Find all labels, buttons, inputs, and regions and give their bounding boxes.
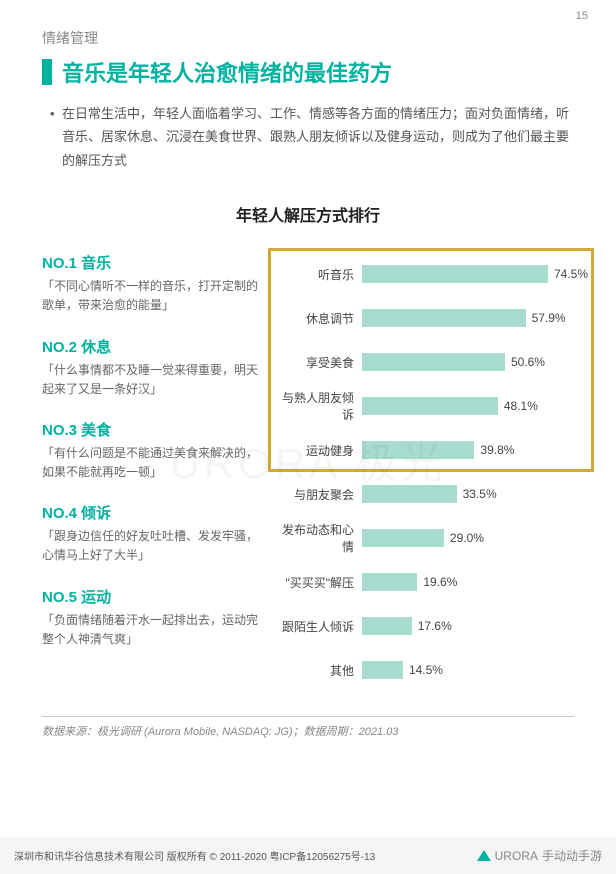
rank-title: NO.3 美食 (42, 419, 262, 440)
bar-fill (362, 353, 505, 371)
page-title: 音乐是年轻人治愈情绪的最佳药方 (62, 56, 392, 88)
bar-track: 33.5% (362, 485, 588, 503)
footer-copyright: 深圳市和讯华谷信息技术有限公司 版权所有 © 2011-2020 粤ICP备12… (14, 848, 375, 863)
header: 情绪管理 音乐是年轻人治愈情绪的最佳药方 在日常生活中，年轻人面临着学习、工作、… (0, 0, 616, 172)
bar-label: 发布动态和心情 (272, 521, 362, 555)
bar-track: 48.1% (362, 397, 588, 415)
bar-fill (362, 397, 498, 415)
bar-label: 听音乐 (272, 266, 362, 283)
bar-row: 运动健身 39.8% (272, 428, 588, 472)
bar-row: 与熟人朋友倾诉 48.1% (272, 384, 588, 428)
bar-value: 17.6% (418, 619, 452, 633)
bar-track: 50.6% (362, 353, 588, 371)
bar-fill (362, 573, 417, 591)
rank-title: NO.1 音乐 (42, 252, 262, 273)
bar-row: 享受美食 50.6% (272, 340, 588, 384)
bar-fill (362, 485, 457, 503)
bar-track: 17.6% (362, 617, 588, 635)
rank-item: NO.5 运动「负面情绪随着汗水一起排出去，运动完整个人神清气爽」 (42, 586, 262, 649)
bar-track: 19.6% (362, 573, 588, 591)
bar-row: 其他 14.5% (272, 648, 588, 692)
bar-label: 跟陌生人倾诉 (272, 618, 362, 635)
rank-description: 「什么事情都不及睡一觉来得重要，明天起来了又是一条好汉」 (42, 361, 262, 399)
category-label: 情绪管理 (42, 28, 574, 48)
bar-chart: 听音乐 74.5% 休息调节 57.9% 享受美食 50.6% 与熟人朋友倾诉 48.1% 运动… (272, 252, 588, 692)
bar-fill (362, 309, 526, 327)
rank-item: NO.2 休息「什么事情都不及睡一觉来得重要，明天起来了又是一条好汉」 (42, 336, 262, 399)
bar-row: 听音乐 74.5% (272, 252, 588, 296)
rank-description: 「跟身边信任的好友吐吐槽、发发牢骚，心情马上好了大半」 (42, 527, 262, 565)
rank-title: NO.4 倾诉 (42, 502, 262, 523)
bar-track: 39.8% (362, 441, 588, 459)
bar-label: 与朋友聚会 (272, 486, 362, 503)
bar-row: 跟陌生人倾诉 17.6% (272, 604, 588, 648)
footer: 深圳市和讯华谷信息技术有限公司 版权所有 © 2011-2020 粤ICP备12… (0, 837, 616, 874)
bar-row: 与朋友聚会 33.5% (272, 472, 588, 516)
bar-value: 74.5% (554, 267, 588, 281)
bar-track: 14.5% (362, 661, 588, 679)
bar-fill (362, 265, 548, 283)
page-number: 15 (576, 10, 588, 22)
bar-row: 休息调节 57.9% (272, 296, 588, 340)
title-row: 音乐是年轻人治愈情绪的最佳药方 (42, 56, 574, 88)
rank-list: NO.1 音乐「不同心情听不一样的音乐，打开定制的歌单，带来治愈的能量」 NO.2… (42, 252, 262, 692)
bar-value: 29.0% (450, 531, 484, 545)
bar-fill (362, 661, 403, 679)
bar-value: 14.5% (409, 663, 443, 677)
bar-label: 享受美食 (272, 354, 362, 371)
bar-fill (362, 617, 412, 635)
rank-description: 「不同心情听不一样的音乐，打开定制的歌单，带来治愈的能量」 (42, 277, 262, 315)
rank-item: NO.3 美食「有什么问题是不能通过美食来解决的，如果不能就再吃一顿」 (42, 419, 262, 482)
bar-value: 48.1% (504, 399, 538, 413)
rank-title: NO.2 休息 (42, 336, 262, 357)
bar-row: 发布动态和心情 29.0% (272, 516, 588, 560)
bar-value: 50.6% (511, 355, 545, 369)
logo-triangle-icon (477, 850, 491, 861)
rank-description: 「有什么问题是不能通过美食来解决的，如果不能就再吃一顿」 (42, 444, 262, 482)
content-area: NO.1 音乐「不同心情听不一样的音乐，打开定制的歌单，带来治愈的能量」 NO.2… (0, 252, 616, 692)
footer-logo-area: URORA 手动动手游 (477, 847, 602, 864)
description-text: 在日常生活中，年轻人面临着学习、工作、情感等各方面的情绪压力；面对负面情绪，听音… (42, 102, 574, 172)
rank-title: NO.5 运动 (42, 586, 262, 607)
bar-value: 33.5% (463, 487, 497, 501)
title-accent-bar (42, 59, 52, 85)
bar-label: 与熟人朋友倾诉 (272, 389, 362, 423)
bar-label: 休息调节 (272, 310, 362, 327)
footer-logo-text: URORA (495, 849, 538, 863)
rank-item: NO.4 倾诉「跟身边信任的好友吐吐槽、发发牢骚，心情马上好了大半」 (42, 502, 262, 565)
bar-label: 其他 (272, 662, 362, 679)
bar-label: "买买买"解压 (272, 574, 362, 591)
bar-track: 74.5% (362, 265, 588, 283)
rank-description: 「负面情绪随着汗水一起排出去，运动完整个人神清气爽」 (42, 611, 262, 649)
chart-title: 年轻人解压方式排行 (0, 202, 616, 226)
bar-value: 57.9% (532, 311, 566, 325)
bar-track: 29.0% (362, 529, 588, 547)
bar-value: 19.6% (423, 575, 457, 589)
bar-track: 57.9% (362, 309, 588, 327)
bar-row: "买买买"解压 19.6% (272, 560, 588, 604)
bar-value: 39.8% (480, 443, 514, 457)
footer-extra-text: 手动动手游 (542, 847, 602, 864)
rank-item: NO.1 音乐「不同心情听不一样的音乐，打开定制的歌单，带来治愈的能量」 (42, 252, 262, 315)
bar-fill (362, 529, 444, 547)
source-text: 数据来源：极光调研 (Aurora Mobile, NASDAQ: JG)；数据… (42, 716, 574, 739)
bar-label: 运动健身 (272, 442, 362, 459)
bar-fill (362, 441, 474, 459)
